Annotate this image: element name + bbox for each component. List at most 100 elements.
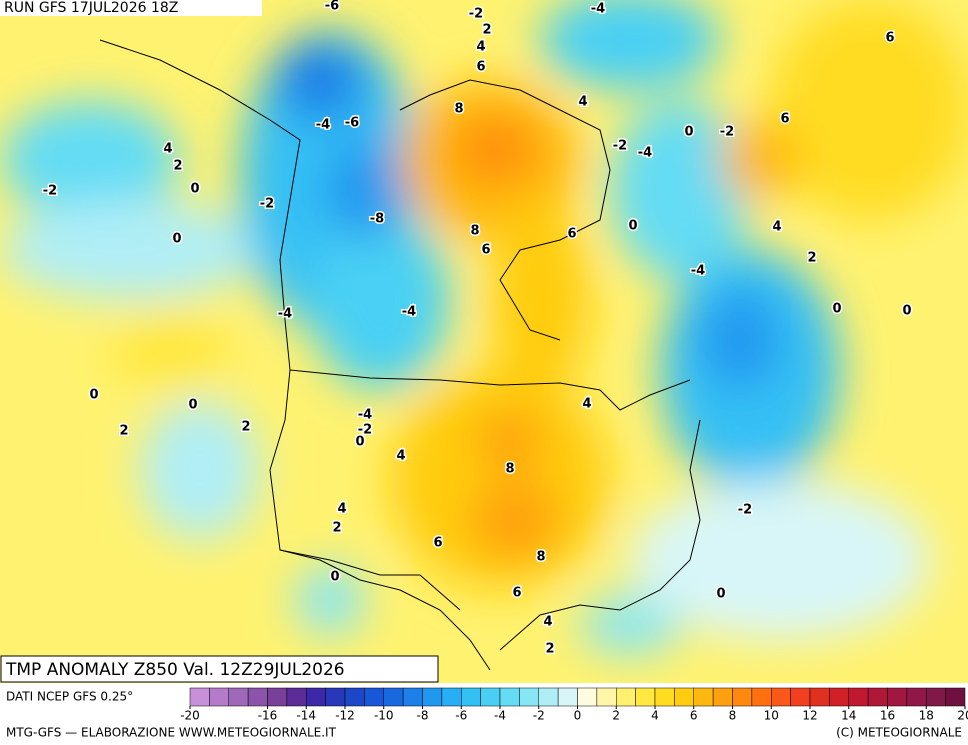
contour-label: 0 [188, 398, 197, 413]
contour-label: 6 [481, 243, 490, 258]
contour-label: 0 [89, 388, 98, 403]
colorbar-tick-label: 20 [957, 709, 968, 723]
contour-label: -2 [469, 7, 483, 22]
colorbar-swatch [596, 687, 617, 707]
contour-label: -2 [260, 197, 274, 212]
colorbar-tick-label: -20 [180, 709, 200, 723]
contour-label: 8 [470, 224, 479, 239]
contour-label: -4 [316, 118, 330, 133]
colorbar-swatch [557, 687, 578, 707]
colorbar-swatch [228, 687, 249, 707]
contour-label: 6 [433, 536, 442, 551]
contour-label: 0 [355, 435, 364, 450]
contour-label: 4 [396, 449, 405, 464]
colorbar-swatch [829, 687, 849, 707]
contour-label: 2 [173, 159, 182, 174]
contour-label: -4 [691, 264, 705, 279]
run-label: RUN GFS 17JUL2026 18Z [4, 0, 178, 16]
contour-label: -4 [638, 146, 652, 161]
contour-label: -4 [278, 307, 292, 322]
colorbar-swatch [790, 687, 811, 707]
colorbar-swatch [538, 687, 559, 707]
colorbar-swatch [926, 687, 946, 707]
contour-label: -2 [358, 423, 372, 438]
colorbar-tick-label: -10 [374, 709, 394, 723]
colorbar-swatch [402, 687, 423, 707]
contour-label: -6 [345, 116, 359, 131]
colorbar-swatch [461, 687, 481, 707]
colorbar-swatch [674, 687, 694, 707]
colorbar-tick-label: 4 [651, 709, 659, 723]
colorbar-swatch [848, 687, 869, 707]
colorbar-swatch [247, 687, 268, 707]
colorbar-swatch [693, 687, 714, 707]
contour-label: 8 [505, 462, 514, 477]
contour-label: 4 [578, 95, 587, 110]
contour-label: 0 [190, 182, 199, 197]
colorbar-swatch [751, 687, 772, 707]
contour-label: -2 [738, 503, 752, 518]
contour-label: -6 [325, 0, 339, 14]
contour-label: -2 [43, 184, 57, 199]
contour-label: 0 [330, 570, 339, 585]
colorbar-tick-label: -16 [258, 709, 278, 723]
colorbar-tick-label: -4 [494, 709, 506, 723]
contour-label: 4 [543, 615, 552, 630]
contour-label: 6 [567, 227, 576, 242]
credit-left: MTG-GFS — ELABORAZIONE WWW.METEOGIORNALE… [6, 726, 337, 740]
colorbar-tick-label: -6 [455, 709, 467, 723]
colorbar-swatch [344, 687, 365, 707]
colorbar-tick-label: 6 [690, 709, 698, 723]
colorbar-tick-label: 10 [764, 709, 779, 723]
colorbar-tick-label: 16 [880, 709, 895, 723]
run-box [0, 0, 262, 16]
contour-label: 6 [476, 60, 485, 75]
colorbar-swatch [267, 687, 288, 707]
colorbar-swatch [306, 687, 326, 707]
borders [99, 39, 701, 671]
contour-label: 0 [172, 232, 181, 247]
colorbar-swatch [732, 687, 753, 707]
colorbar-tick-label: -14 [296, 709, 316, 723]
colorbar-swatch [519, 687, 539, 707]
colorbar-swatch [441, 687, 462, 707]
contour-label: 4 [337, 502, 346, 517]
colorbar-swatch [499, 687, 520, 707]
colorbar-swatch [383, 687, 404, 707]
map-title: TMP ANOMALY Z850 Val. 12Z29JUL2026 [5, 660, 345, 680]
source: DATI NCEP GFS 0.25° [6, 690, 133, 704]
contour-label: 0 [832, 302, 841, 317]
colorbar-swatch [809, 687, 830, 707]
contour-label: 2 [332, 521, 341, 536]
contour-label: 0 [716, 587, 725, 602]
contour-label: 2 [241, 420, 250, 435]
colorbar-swatch [635, 687, 656, 707]
contour-label: -4 [358, 408, 372, 423]
contour-label: 2 [119, 424, 128, 439]
colorbar-tick-label: -12 [335, 709, 355, 723]
colorbar-swatch [654, 687, 675, 707]
contour-label: -4 [402, 305, 416, 320]
contour-label: 0 [628, 219, 637, 234]
colorbar-swatch [771, 687, 791, 707]
credit-right: (C) METEOGIORNALE [836, 726, 962, 740]
colorbar-tick-label: -8 [417, 709, 429, 723]
colorbar-tick-label: -2 [533, 709, 545, 723]
colorbar-swatch [712, 687, 733, 707]
contour-label: 4 [582, 397, 591, 412]
colorbar-swatch [867, 687, 888, 707]
colorbar-swatch [209, 687, 229, 707]
colorbar-swatch [286, 687, 307, 707]
title-box [0, 655, 439, 683]
contour-label: 8 [536, 550, 545, 565]
contour-label: -4 [591, 2, 605, 17]
contour-label: -2 [720, 125, 734, 140]
contour-label: 4 [476, 40, 485, 55]
contour-label: 2 [545, 642, 554, 657]
colorbar: -20-16-14-12-10-8-6-4-202468101214161820 [180, 687, 968, 723]
contour-label: 8 [454, 102, 463, 117]
colorbar-swatch [189, 687, 210, 707]
colorbar-swatch [480, 687, 501, 707]
contour-label: -8 [370, 212, 384, 227]
colorbar-swatch [364, 687, 384, 707]
